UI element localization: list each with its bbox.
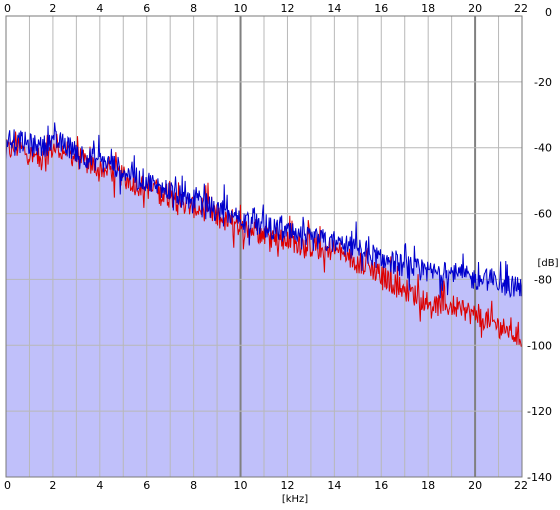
x-tick-label-bottom: 0 [4, 479, 11, 492]
series-layer [5, 122, 523, 347]
y-tick-label: 0 [545, 6, 552, 19]
y-tick-label: -40 [534, 142, 552, 155]
x-tick-label-top: 20 [468, 2, 482, 15]
x-tick-label-bottom: 10 [234, 479, 248, 492]
y-tick-label: -120 [527, 405, 552, 418]
x-tick-label-top: 2 [49, 2, 56, 15]
x-axis-label: [kHz] [282, 494, 308, 505]
y-tick-label: -60 [534, 208, 552, 221]
y-tick-label: -100 [527, 339, 552, 352]
x-tick-label-bottom: 6 [143, 479, 150, 492]
x-tick-label-bottom: 14 [327, 479, 341, 492]
x-tick-label-bottom: 12 [280, 479, 294, 492]
x-tick-label-bottom: 22 [514, 479, 528, 492]
x-tick-label-bottom: 2 [49, 479, 56, 492]
y-tick-label: -80 [534, 273, 552, 286]
x-tick-label-top: 8 [190, 2, 197, 15]
x-tick-label-bottom: 18 [421, 479, 435, 492]
x-tick-label-top: 14 [327, 2, 341, 15]
x-tick-labels-bottom: 0 2 4 6 8 10 12 14 16 18 20 22 [4, 479, 528, 492]
y-tick-label: -140 [527, 471, 552, 484]
x-tick-label-bottom: 20 [468, 479, 482, 492]
y-axis-label: [dB] [537, 258, 558, 269]
y-tick-labels: 0 -20 -40 -60 -80 -100 -120 -140 [527, 6, 552, 484]
plot-frame [5, 15, 523, 478]
x-tick-label-bottom: 4 [96, 479, 103, 492]
x-tick-label-bottom: 8 [190, 479, 197, 492]
series-line-2 [5, 122, 523, 299]
x-tick-label-top: 18 [421, 2, 435, 15]
x-tick-label-top: 6 [143, 2, 150, 15]
x-tick-label-top: 10 [234, 2, 248, 15]
y-tick-label: -20 [534, 76, 552, 89]
x-tick-labels-top: 0 2 4 6 8 10 12 14 16 18 20 22 [4, 2, 528, 15]
x-tick-label-top: 4 [96, 2, 103, 15]
x-tick-label-top: 12 [280, 2, 294, 15]
x-tick-label-top: 22 [514, 2, 528, 15]
x-tick-label-top: 16 [374, 2, 388, 15]
x-tick-label-top: 0 [4, 2, 11, 15]
x-tick-label-bottom: 16 [374, 479, 388, 492]
